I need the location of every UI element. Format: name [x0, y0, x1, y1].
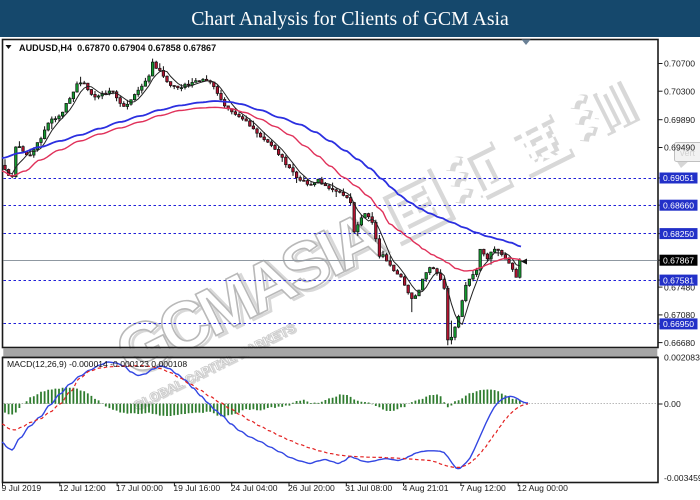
svg-text:24 Jul 04:00: 24 Jul 04:00: [231, 483, 278, 493]
svg-text:0.67080: 0.67080: [664, 310, 695, 320]
svg-text:0.68250: 0.68250: [663, 229, 694, 239]
svg-text:0.69490: 0.69490: [664, 143, 695, 153]
svg-text:4 Aug 21:01: 4 Aug 21:01: [403, 483, 449, 493]
svg-text:0.67480: 0.67480: [664, 282, 695, 292]
svg-text:0.69890: 0.69890: [664, 115, 695, 125]
svg-text:MACD(12,26,9) -0.000014 -0.000: MACD(12,26,9) -0.000014 -0.000123 0.0001…: [7, 359, 187, 369]
svg-text:31 Jul 08:00: 31 Jul 08:00: [345, 483, 392, 493]
svg-text:Chart Analysis for Clients of: Chart Analysis for Clients of GCM Asia: [191, 8, 509, 30]
svg-text:0.00: 0.00: [664, 399, 681, 409]
svg-text:0.66950: 0.66950: [663, 319, 694, 329]
svg-text:9 Jul 2019: 9 Jul 2019: [2, 483, 42, 493]
svg-text:0.002083: 0.002083: [664, 353, 700, 363]
svg-text:0.67581: 0.67581: [663, 275, 694, 285]
svg-text:0.66680: 0.66680: [664, 338, 695, 348]
svg-text:17 Jul 00:00: 17 Jul 00:00: [116, 483, 163, 493]
svg-text:0.67867: 0.67867: [663, 255, 694, 265]
svg-text:0.68660: 0.68660: [663, 200, 694, 210]
svg-text:0.70700: 0.70700: [664, 59, 695, 69]
svg-text:19 Jul 16:00: 19 Jul 16:00: [173, 483, 220, 493]
svg-text:26 Jul 20:00: 26 Jul 20:00: [288, 483, 335, 493]
svg-text:-0.003459: -0.003459: [664, 473, 700, 483]
svg-text:12 Aug 00:00: 12 Aug 00:00: [517, 483, 568, 493]
svg-text:12 Jul 12:00: 12 Jul 12:00: [59, 483, 106, 493]
svg-text:7 Aug 12:00: 7 Aug 12:00: [460, 483, 506, 493]
svg-text:0.69051: 0.69051: [663, 173, 694, 183]
svg-text:vert: vert: [680, 148, 696, 158]
svg-text:AUDUSD,H4 0.67870 0.67904 0.6: AUDUSD,H4 0.67870 0.67904 0.67858 0.6786…: [19, 43, 216, 53]
svg-text:0.70300: 0.70300: [664, 86, 695, 96]
